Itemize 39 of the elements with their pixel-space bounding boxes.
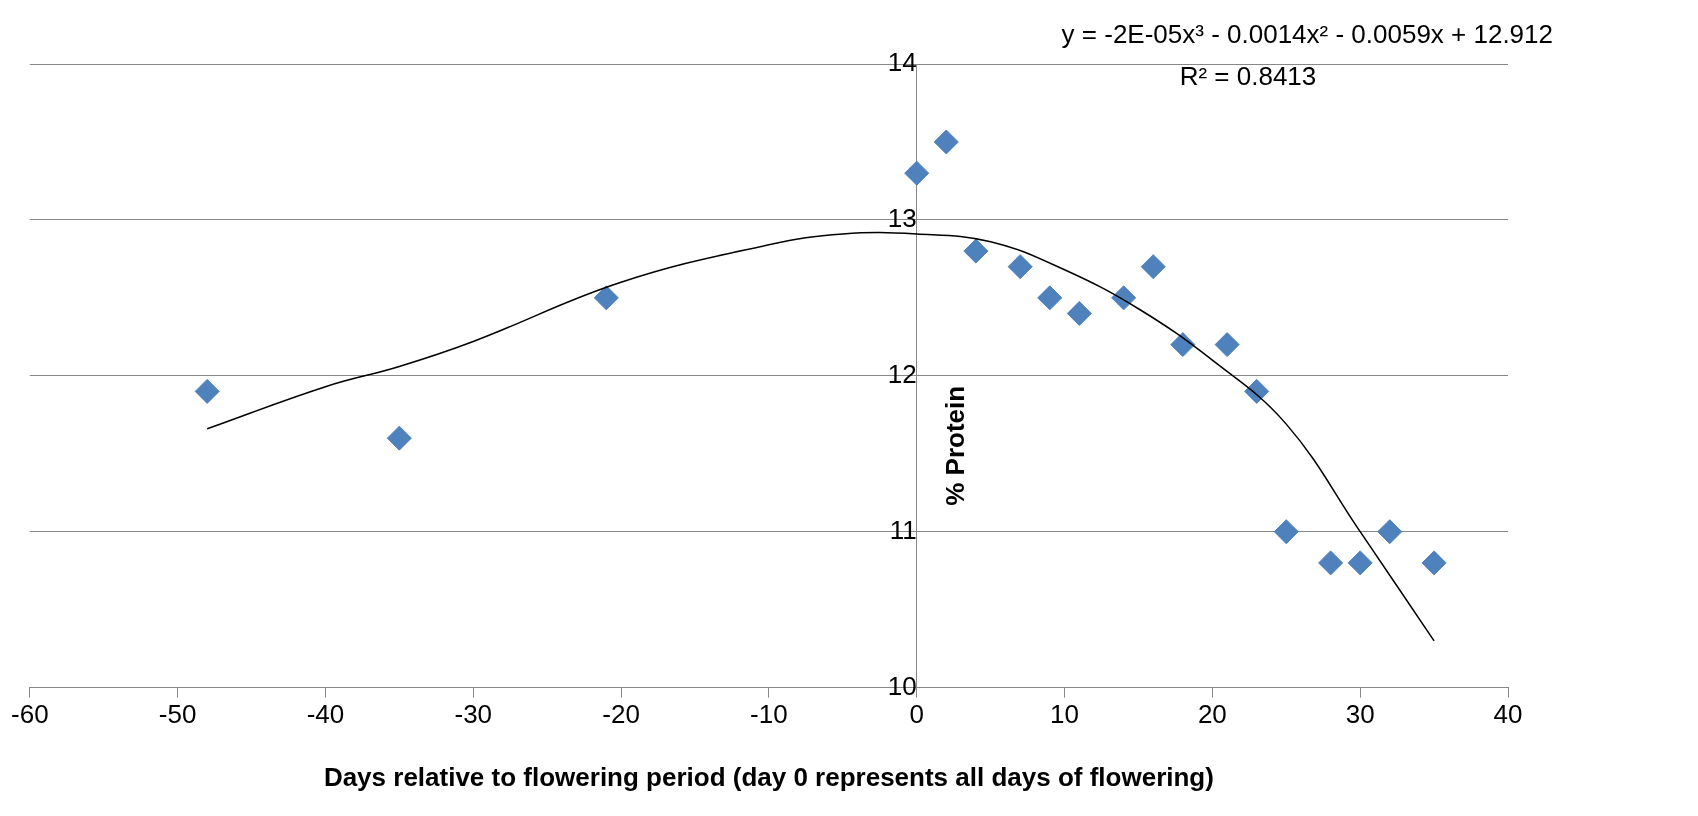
y-tick-label: 13: [887, 203, 917, 234]
point: [1007, 254, 1033, 280]
point: [1140, 254, 1166, 280]
x-tick-label: 0: [909, 699, 924, 730]
point: [1170, 332, 1196, 358]
point: [1421, 550, 1447, 576]
point: [904, 160, 930, 186]
y-tick-label: 12: [887, 358, 917, 389]
y-tick-label: 10: [887, 670, 917, 701]
x-axis-title: Days relative to flowering period (day 0 represents all days of flowering): [323, 761, 1214, 792]
point: [386, 425, 412, 451]
x-tick-label: 30: [1345, 699, 1375, 730]
y-tick-label: 11: [889, 514, 917, 545]
point: [963, 238, 989, 264]
text: y = -2E-05x³ - 0.0014x² - 0.0059x + 12.912: [1061, 19, 1553, 50]
annotation: R² = 0.8413: [1179, 61, 1317, 92]
point: [1037, 285, 1063, 311]
x-tick-label: -30: [454, 699, 493, 730]
point: [194, 378, 220, 404]
x-tick-label: -10: [750, 699, 788, 730]
x-tick-label: -60: [11, 699, 49, 730]
point: [1111, 285, 1137, 311]
x-tick-label: -50: [158, 699, 197, 730]
y-axis-title: % Protein: [939, 385, 970, 506]
y-tick-label: 14: [887, 47, 917, 78]
point: [593, 285, 619, 311]
point: [1066, 300, 1092, 326]
x-tick-label: -40: [306, 699, 345, 730]
x-tick-label: 20: [1197, 699, 1227, 730]
point: [1214, 332, 1240, 358]
point: [1347, 550, 1373, 576]
point: [1273, 519, 1299, 545]
x-tick-label: -20: [602, 699, 640, 730]
point: [1244, 378, 1270, 404]
point: [1318, 550, 1344, 576]
x-tick-label: 40: [1493, 699, 1523, 730]
point: [933, 129, 959, 155]
x-tick-label: 10: [1050, 699, 1079, 730]
point: [1377, 519, 1403, 545]
